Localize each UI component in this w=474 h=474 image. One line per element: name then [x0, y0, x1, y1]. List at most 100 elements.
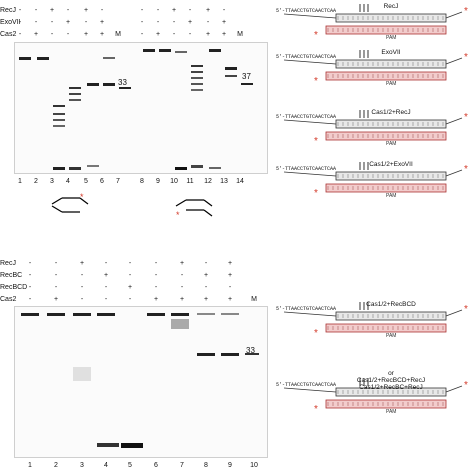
- condition-symbol: -: [100, 7, 104, 14]
- band: [191, 77, 203, 79]
- condition-symbol: +: [83, 7, 89, 14]
- overhang-line: [445, 11, 463, 19]
- top-gel-bands: [19, 49, 253, 170]
- overhang-line: [283, 59, 337, 65]
- cond-label-cas2-bottom: Cas2: [0, 296, 17, 303]
- band: [209, 167, 221, 169]
- bottom-strand: [325, 131, 447, 141]
- band: [245, 353, 259, 355]
- star-icon: *: [464, 380, 468, 391]
- condition-symbol: +: [49, 7, 55, 14]
- star-icon: *: [176, 210, 180, 220]
- condition-symbol: M: [237, 31, 243, 38]
- lane-number: 3: [80, 462, 84, 469]
- cond-label-recbc-bottom: RecBC: [0, 272, 23, 279]
- condition-symbol: -: [128, 296, 132, 303]
- overhang-line: [283, 311, 337, 317]
- lane-number: 6: [100, 178, 104, 185]
- star-icon: *: [314, 76, 318, 87]
- star-icon: *: [464, 52, 468, 63]
- band: [197, 313, 215, 315]
- band: [69, 167, 81, 170]
- duplex-svg: **: [283, 50, 468, 87]
- lane-number: 7: [180, 462, 184, 469]
- condition-symbol: +: [99, 19, 105, 26]
- condition-symbol: +: [103, 272, 109, 279]
- diagram-label-or: or: [388, 370, 394, 377]
- bottom-strand: [325, 323, 447, 333]
- condition-symbol: -: [28, 296, 32, 303]
- condition-symbol: -: [180, 272, 184, 279]
- pam-label: PAM: [386, 409, 397, 415]
- condition-symbol: -: [156, 7, 160, 14]
- duplex-svg: **: [283, 4, 468, 41]
- condition-symbol: -: [66, 31, 70, 38]
- overhang-line: [283, 171, 337, 177]
- diagram-label: RecJ: [383, 3, 399, 10]
- star-icon: *: [314, 404, 318, 415]
- band: [121, 443, 143, 448]
- diagram-label: Cas1/2+RecBCD: [366, 301, 416, 308]
- bottom-strand: [325, 399, 447, 409]
- condition-symbol: -: [80, 296, 84, 303]
- condition-symbol: +: [221, 31, 227, 38]
- condition-symbol: -: [140, 7, 144, 14]
- lane-number: 5: [128, 462, 132, 469]
- star-icon: *: [314, 188, 318, 199]
- condition-symbol: -: [104, 284, 108, 291]
- condition-symbol: -: [54, 260, 58, 267]
- band: [143, 49, 155, 52]
- condition-symbol: M: [251, 296, 257, 303]
- band: [171, 319, 189, 329]
- top-strand: [335, 387, 447, 397]
- band: [53, 119, 65, 121]
- band: [73, 313, 91, 316]
- lane-number: 4: [66, 178, 70, 185]
- condition-symbol: -: [154, 272, 158, 279]
- cond-label-cas2-top: Cas2: [0, 31, 17, 38]
- duplex-diagram: * * Cas1/2+RecJ PAM 5'-TTAACCTGTCAACTCAA: [276, 108, 472, 148]
- lane-number: 12: [204, 178, 212, 185]
- condition-symbol: -: [80, 284, 84, 291]
- condition-symbol: -: [50, 19, 54, 26]
- condition-symbol: -: [188, 31, 192, 38]
- condition-symbol: -: [154, 284, 158, 291]
- lane-number: 2: [34, 178, 38, 185]
- lane-number: 1: [18, 178, 22, 185]
- condition-symbol: -: [18, 31, 22, 38]
- bottom-gel-bands: [21, 313, 259, 448]
- band: [221, 313, 239, 315]
- duplex-svg: **: [283, 378, 468, 415]
- band: [97, 313, 115, 316]
- band: [53, 167, 65, 170]
- condition-symbol: -: [204, 260, 208, 267]
- diagram-label: ExoVII: [381, 49, 401, 56]
- condition-symbol: -: [28, 260, 32, 267]
- band: [53, 113, 65, 115]
- band: [21, 313, 39, 316]
- band: [197, 353, 215, 356]
- five-prime-end: 5'-TTAACCTGTCAACTCAA: [276, 54, 337, 60]
- condition-symbol: -: [140, 31, 144, 38]
- condition-symbol: -: [34, 7, 38, 14]
- condition-symbol: -: [180, 284, 184, 291]
- condition-symbol: +: [171, 7, 177, 14]
- condition-symbol: -: [80, 272, 84, 279]
- pam-label: PAM: [386, 193, 397, 199]
- diagram-label: Cas1/2+RecJ: [371, 109, 411, 116]
- size-label-33-bottom: 33: [246, 346, 255, 355]
- cond-label-recbcd-bottom: RecBCD: [0, 284, 28, 291]
- condition-symbol: +: [205, 31, 211, 38]
- duplex-svg: **: [283, 162, 468, 199]
- band: [69, 87, 81, 89]
- bottom-strand: [325, 71, 447, 81]
- condition-symbol: -: [18, 19, 22, 26]
- five-prime-end: 5'-TTAACCTGTCAACTCAA: [276, 166, 337, 172]
- band: [191, 71, 203, 73]
- condition-symbol: +: [153, 296, 159, 303]
- lane-number: 9: [156, 178, 160, 185]
- band: [241, 83, 253, 85]
- band: [209, 49, 221, 52]
- star-icon: *: [464, 304, 468, 315]
- lane-number: 6: [154, 462, 158, 469]
